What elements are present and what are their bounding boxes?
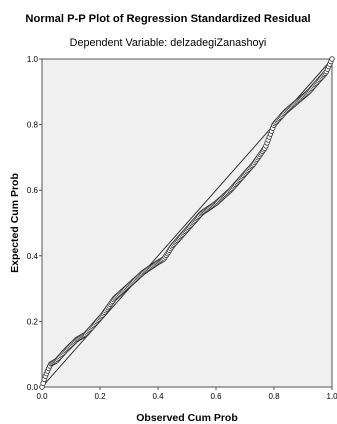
y-axis: 0.0 0.2 0.4 0.6 0.8 1.0: [27, 55, 42, 392]
chart-title: Normal P-P Plot of Regression Standardiz…: [25, 13, 310, 25]
x-tick-label: 0.2: [94, 392, 106, 401]
y-tick-label: 1.0: [27, 55, 39, 64]
x-tick-label: 1.0: [326, 392, 337, 401]
x-tick-label: 0.8: [268, 392, 280, 401]
x-axis-label: Observed Cum Prob: [136, 412, 238, 424]
data-points: [39, 56, 335, 390]
y-tick-label: 0.0: [27, 383, 39, 392]
y-axis-label: Expected Cum Prob: [9, 173, 21, 273]
x-tick-label: 0.6: [210, 392, 222, 401]
y-tick-label: 0.8: [27, 121, 39, 130]
y-tick-label: 0.4: [27, 252, 39, 261]
data-point: [329, 56, 335, 62]
y-tick-label: 0.6: [27, 186, 39, 195]
x-tick-label: 0.4: [152, 392, 164, 401]
x-tick-label: 0.0: [36, 392, 48, 401]
y-tick-label: 0.2: [27, 317, 39, 326]
chart-subtitle: Dependent Variable: delzadegiZanashoyi: [70, 37, 267, 49]
x-axis: 0.0 0.2 0.4 0.6 0.8 1.0: [36, 387, 337, 401]
